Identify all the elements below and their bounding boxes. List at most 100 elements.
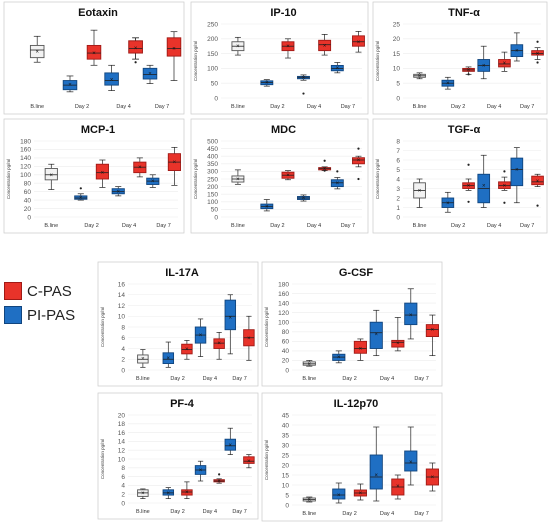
box-body [352,35,365,47]
x-tick-label: Day 4 [307,223,321,229]
y-tick-label: 15 [393,51,401,58]
y-tick-label: 10 [282,482,290,489]
y-tick-label: 2 [396,195,400,202]
mean-marker: × [286,44,290,50]
box-body [166,37,182,57]
outlier-point [503,170,506,173]
box-pi-pas: × [162,487,175,499]
y-tick-label: 200 [207,36,218,43]
box-c-pas: × [213,332,225,360]
y-tick-label: 100 [20,172,31,179]
x-tick-label: Day 7 [156,223,170,229]
outlier-point [79,187,82,190]
box-body [243,456,255,464]
box-pi-pas: × [194,460,207,482]
y-tick-label: 0 [27,214,31,221]
box-c-pas: × [318,159,332,173]
mean-marker: × [308,497,312,503]
box-pi-pas: × [477,154,491,208]
chart-title: MDC [271,124,296,136]
y-tick-label: 180 [278,281,289,288]
box-c-pas: × [353,483,367,501]
mean-marker: × [409,460,413,466]
x-tick-label: Day 2 [342,376,356,382]
box-pi-pas: × [441,191,455,213]
mean-marker: × [374,332,378,338]
y-tick-label: 16 [118,281,126,288]
x-tick-label: Day 2 [170,376,184,382]
mean-marker: × [396,341,400,347]
mean-marker: × [50,173,54,179]
y-tick-label: 6 [396,157,400,164]
y-tick-label: 0 [214,214,218,221]
y-tick-label: 40 [24,197,32,204]
box-body [353,340,367,354]
y-axis-label: Concentration pg/ml [264,307,269,347]
legend-item-cpas: C-PAS [4,282,75,300]
outlier-point [467,73,470,76]
legend-swatch-cpas [4,282,22,300]
y-tick-label: 40 [282,348,290,355]
y-axis-label: Concentration pg/ml [375,159,380,199]
mean-marker: × [337,493,341,499]
mean-marker: × [515,49,519,55]
box-c-pas: × [213,473,225,485]
mean-marker: × [138,165,142,171]
mean-marker: × [68,83,72,89]
mean-marker: × [199,333,203,339]
outlier-point [536,61,539,64]
box-body [391,339,405,348]
mean-marker: × [247,459,251,465]
mean-marker: × [35,50,39,56]
y-tick-label: 180 [20,138,31,145]
y-tick-label: 20 [282,358,290,365]
mean-marker: × [336,66,340,72]
y-tick-label: 18 [118,421,126,428]
y-tick-label: 250 [207,176,218,183]
x-tick-label: Day 4 [380,511,394,517]
mean-marker: × [431,327,435,333]
box-c-pas: × [133,157,147,178]
mean-marker: × [482,184,486,190]
y-tick-label: 5 [285,492,289,499]
y-tick-label: 4 [121,346,125,353]
y-tick-label: 8 [396,138,400,145]
box-body [224,438,237,451]
box-c-pas: × [498,170,511,204]
box-body [213,338,225,349]
y-tick-label: 20 [282,462,290,469]
box-body [181,343,193,355]
box-pi-pas: × [111,186,125,197]
box-pi-pas: × [260,199,274,212]
box-baseline: × [137,349,149,368]
x-tick-label: Day 7 [520,104,534,110]
mean-marker: × [336,181,340,187]
box-c-pas: × [462,163,475,203]
x-tick-label: B.line [302,376,316,382]
box-baseline: × [29,35,45,63]
x-tick-label: B.line [302,511,316,517]
box-pi-pas: × [297,194,310,202]
mean-marker: × [110,78,114,84]
mean-marker: × [151,179,155,185]
mean-marker: × [503,61,507,67]
y-tick-label: 20 [393,36,401,43]
y-tick-label: 150 [207,192,218,199]
x-tick-label: Day 4 [487,223,501,229]
chart-panel-5: TGF-α Concentration pg/ml 0 1 2 3 4 5 6 7 8 B.line D… [372,118,548,234]
y-axis-label: Concentration pg/ml [6,159,11,199]
box-body [404,450,418,472]
box-c-pas: × [352,147,365,181]
mean-marker: × [92,51,96,57]
x-tick-label: Day 7 [155,104,169,110]
mean-marker: × [167,356,171,362]
mean-marker: × [236,44,240,50]
box-body [404,302,418,326]
y-tick-label: 80 [282,329,290,336]
box-c-pas: × [318,34,332,56]
mean-marker: × [467,184,471,190]
x-tick-label: B.line [231,223,245,229]
x-tick-label: Day 4 [203,376,217,382]
